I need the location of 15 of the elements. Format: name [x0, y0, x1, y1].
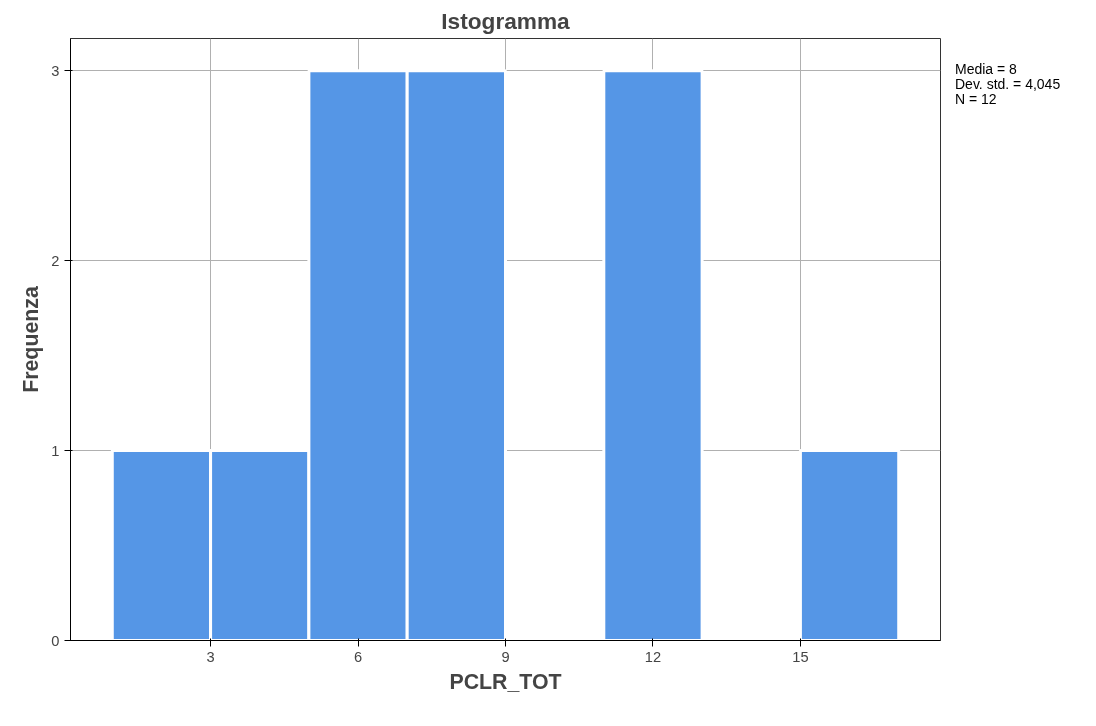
y-tick-label: 0: [51, 632, 60, 649]
y-tick-label: 3: [51, 62, 60, 79]
y-tick-label: 1: [51, 442, 60, 459]
x-axis-title: PCLR_TOT: [449, 669, 562, 694]
x-tick-label: 6: [353, 648, 363, 665]
chart-title: Istogramma: [441, 7, 571, 34]
y-axis-title: Frequenza: [19, 286, 44, 393]
x-tick-label: 9: [501, 648, 510, 665]
x-tick-label: 12: [644, 648, 662, 665]
y-tick-label: 2: [51, 252, 60, 269]
text: Dev. std. = 4,045: [955, 76, 1061, 92]
text: Media = 8: [955, 61, 1017, 77]
x-tick-label: 3: [206, 648, 215, 665]
text: N = 12: [955, 91, 997, 107]
x-tick-label: 15: [792, 648, 809, 665]
